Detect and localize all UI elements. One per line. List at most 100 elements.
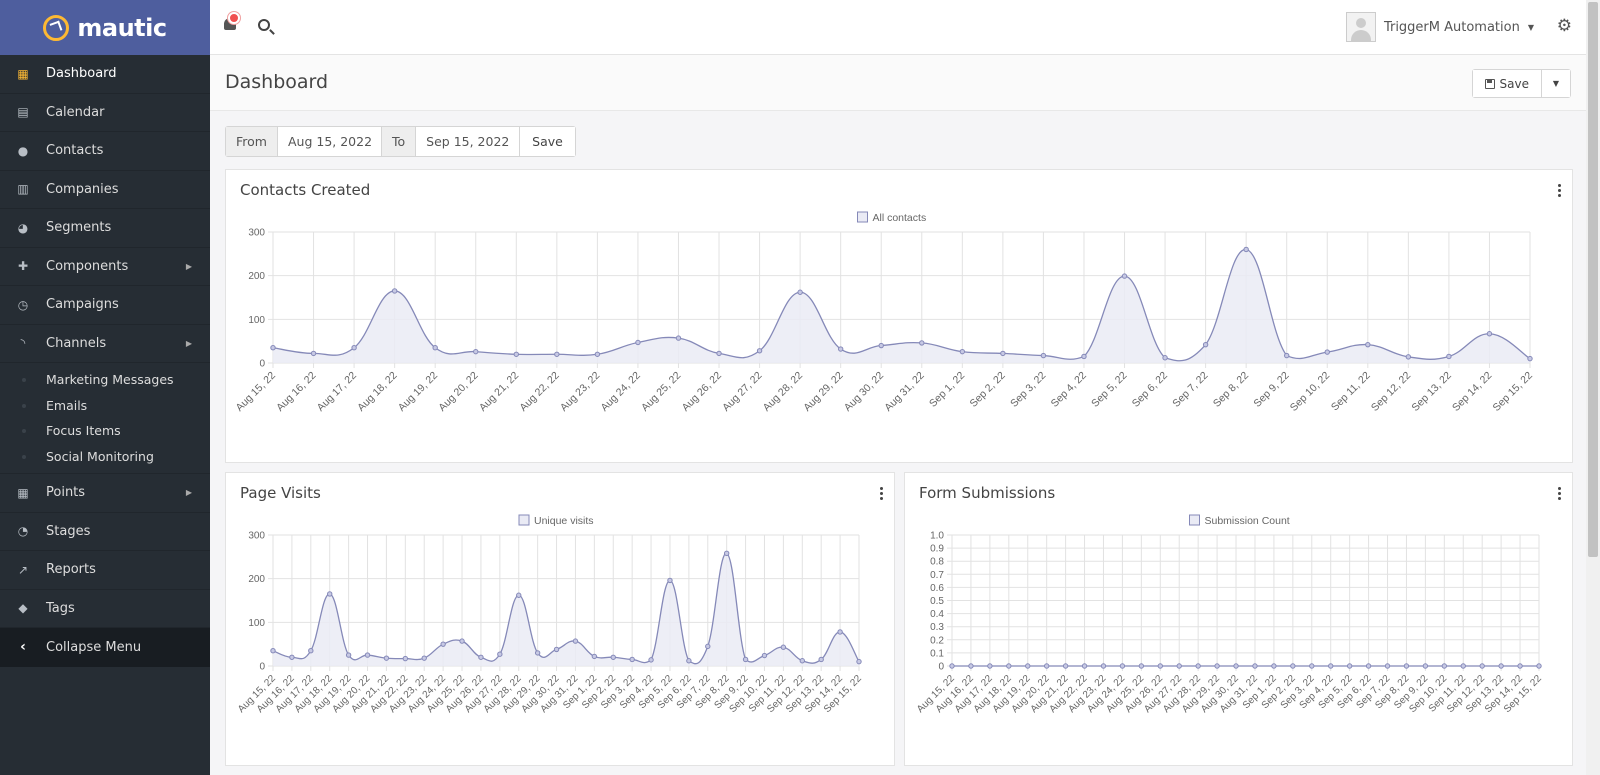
subnav-item-focus-items[interactable]: Focus Items: [0, 418, 210, 444]
data-point[interactable]: [1460, 663, 1466, 669]
data-point[interactable]: [497, 651, 503, 657]
data-point[interactable]: [1138, 663, 1145, 669]
data-point[interactable]: [716, 350, 722, 357]
data-point[interactable]: [594, 351, 601, 357]
subnav-item-emails[interactable]: Emails: [0, 393, 210, 419]
data-point[interactable]: [345, 652, 352, 658]
widget-menu-icon[interactable]: [880, 487, 884, 501]
save-dropdown-button[interactable]: ▼: [1542, 70, 1570, 97]
data-point[interactable]: [513, 351, 519, 357]
data-point[interactable]: [473, 348, 479, 355]
legend[interactable]: Unique visits: [518, 514, 594, 527]
data-point[interactable]: [1025, 663, 1031, 669]
data-point[interactable]: [1176, 663, 1182, 669]
data-point[interactable]: [987, 663, 993, 669]
data-point[interactable]: [837, 629, 843, 635]
legend[interactable]: All contacts: [857, 211, 927, 224]
data-point[interactable]: [949, 663, 955, 669]
gear-icon[interactable]: ⚙: [1556, 16, 1572, 36]
widget-menu-icon[interactable]: [1558, 487, 1562, 501]
data-point[interactable]: [270, 345, 276, 351]
search-icon[interactable]: [258, 19, 270, 31]
data-point[interactable]: [1290, 663, 1296, 669]
data-point[interactable]: [553, 646, 560, 653]
sidebar-item-contacts[interactable]: ● Contacts: [0, 132, 210, 171]
sidebar-item-stages[interactable]: ◔ Stages: [0, 513, 210, 551]
data-point[interactable]: [270, 648, 276, 654]
data-point[interactable]: [723, 550, 730, 557]
data-point[interactable]: [742, 656, 749, 663]
data-point[interactable]: [534, 650, 541, 656]
data-point[interactable]: [1486, 331, 1493, 337]
data-point[interactable]: [780, 644, 787, 650]
sidebar-item-dashboard[interactable]: ▦ Dashboard: [0, 55, 210, 94]
data-point[interactable]: [1271, 663, 1277, 669]
sidebar-item-companies[interactable]: ▥ Companies: [0, 171, 210, 209]
data-point[interactable]: [667, 577, 673, 584]
data-point[interactable]: [761, 652, 768, 659]
data-point[interactable]: [686, 658, 692, 664]
data-point[interactable]: [459, 638, 465, 644]
brand[interactable]: mautic: [0, 0, 210, 55]
data-point[interactable]: [289, 654, 295, 660]
data-point[interactable]: [799, 658, 805, 664]
data-point[interactable]: [837, 346, 844, 352]
data-point[interactable]: [432, 345, 438, 351]
data-point[interactable]: [402, 655, 409, 662]
data-point[interactable]: [478, 654, 484, 660]
data-point[interactable]: [1062, 663, 1069, 669]
scrollbar-thumb[interactable]: [1588, 2, 1598, 557]
data-point[interactable]: [1040, 352, 1047, 359]
data-point[interactable]: [1252, 663, 1258, 669]
data-point[interactable]: [1309, 663, 1315, 669]
data-point[interactable]: [1446, 353, 1452, 360]
data-point[interactable]: [648, 657, 654, 663]
data-point[interactable]: [351, 345, 357, 351]
data-point[interactable]: [1328, 663, 1334, 669]
data-point[interactable]: [1162, 355, 1168, 361]
data-point[interactable]: [1081, 663, 1088, 669]
data-point[interactable]: [591, 653, 598, 660]
data-point[interactable]: [1202, 341, 1209, 348]
data-point[interactable]: [1422, 663, 1429, 669]
data-point[interactable]: [364, 652, 371, 658]
data-point[interactable]: [308, 648, 314, 654]
sidebar-item-channels[interactable]: ◝ Channels ▶: [0, 325, 210, 363]
data-point[interactable]: [1233, 663, 1239, 669]
data-point[interactable]: [1498, 663, 1504, 669]
notifications-button[interactable]: [224, 12, 240, 32]
data-point[interactable]: [1441, 663, 1448, 669]
data-point[interactable]: [856, 658, 862, 665]
data-point[interactable]: [1384, 663, 1391, 669]
data-point[interactable]: [516, 592, 522, 598]
data-point[interactable]: [1346, 663, 1353, 669]
data-point[interactable]: [629, 656, 635, 663]
page-scrollbar[interactable]: [1586, 0, 1600, 775]
date-filter-save-button[interactable]: Save: [520, 127, 575, 156]
legend[interactable]: Submission Count: [1189, 514, 1290, 527]
data-point[interactable]: [1006, 663, 1012, 669]
data-point[interactable]: [1119, 663, 1126, 669]
sidebar-item-tags[interactable]: ◆ Tags: [0, 590, 210, 628]
data-point[interactable]: [1043, 663, 1050, 669]
sidebar-item-points[interactable]: ▦ Points ▶: [0, 474, 210, 513]
data-point[interactable]: [1365, 663, 1372, 669]
data-point[interactable]: [391, 288, 398, 294]
subnav-item-marketing-messages[interactable]: Marketing Messages: [0, 367, 210, 393]
data-point[interactable]: [1243, 246, 1249, 253]
data-point[interactable]: [1214, 663, 1220, 669]
data-point[interactable]: [421, 655, 427, 661]
sidebar-item-segments[interactable]: ◕ Segments: [0, 209, 210, 248]
data-point[interactable]: [572, 638, 579, 644]
data-point[interactable]: [756, 348, 763, 354]
widget-menu-icon[interactable]: [1558, 184, 1562, 198]
data-point[interactable]: [1527, 355, 1533, 362]
data-point[interactable]: [818, 656, 824, 663]
collapse-menu-button[interactable]: ‹ Collapse Menu: [0, 628, 210, 667]
sidebar-item-reports[interactable]: ↗ Reports: [0, 551, 210, 590]
data-point[interactable]: [1157, 663, 1163, 669]
data-point[interactable]: [327, 591, 333, 597]
sidebar-item-calendar[interactable]: ▤ Calendar: [0, 94, 210, 132]
data-point[interactable]: [1081, 353, 1087, 360]
data-point[interactable]: [1405, 354, 1412, 360]
